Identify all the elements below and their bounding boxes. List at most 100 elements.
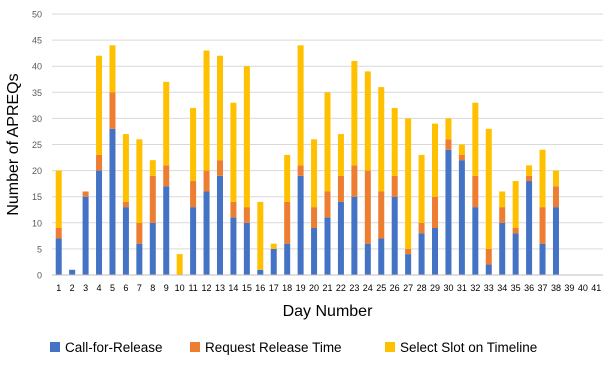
x-tick-label: 17 bbox=[269, 283, 279, 293]
x-tick-label: 25 bbox=[376, 283, 386, 293]
x-tick-label: 35 bbox=[511, 283, 521, 293]
bar-segment bbox=[512, 181, 519, 229]
bar-segment bbox=[337, 134, 344, 176]
bar-segment bbox=[69, 269, 76, 275]
x-tick-label: 12 bbox=[202, 283, 212, 293]
legend-label: Call-for-Release bbox=[65, 340, 163, 355]
bar-segment bbox=[122, 207, 129, 275]
bar-segment bbox=[55, 238, 62, 275]
bar-segment bbox=[297, 175, 304, 275]
bar-segment bbox=[136, 139, 143, 223]
bar-segment bbox=[109, 45, 116, 93]
bar-segment bbox=[499, 207, 506, 223]
x-tick-label: 39 bbox=[564, 283, 574, 293]
bar-segment bbox=[243, 207, 250, 223]
bar-segment bbox=[149, 222, 156, 275]
bar-segment bbox=[203, 191, 210, 275]
x-tick-label: 14 bbox=[228, 283, 238, 293]
bar-segment bbox=[351, 165, 358, 197]
bar-segment bbox=[96, 154, 103, 171]
bar-segment bbox=[96, 170, 103, 275]
x-axis-title: Day Number bbox=[283, 303, 373, 320]
bar-segment bbox=[270, 243, 277, 249]
bar-segment bbox=[364, 170, 371, 244]
y-tick-label: 0 bbox=[37, 271, 42, 281]
x-tick-label: 40 bbox=[578, 283, 588, 293]
bar-segment bbox=[364, 243, 371, 275]
bar-segment bbox=[82, 191, 89, 197]
x-tick-label: 10 bbox=[175, 283, 185, 293]
bar-segment bbox=[55, 228, 62, 239]
x-tick-label: 1 bbox=[56, 283, 61, 293]
x-tick-label: 36 bbox=[524, 283, 534, 293]
bar-segment bbox=[458, 160, 465, 275]
y-tick-labels: 0 5 10 15 20 25 30 35 40 45 50 bbox=[32, 10, 42, 281]
legend-swatch bbox=[50, 342, 60, 352]
x-tick-label: 30 bbox=[443, 283, 453, 293]
legend-label: Select Slot on Timeline bbox=[400, 340, 537, 355]
y-tick-label: 5 bbox=[37, 244, 42, 254]
bar-segment bbox=[203, 50, 210, 171]
bar-segment bbox=[391, 175, 398, 197]
bar-segment bbox=[539, 149, 546, 208]
bar-segment bbox=[418, 154, 425, 223]
bar-segment bbox=[324, 217, 331, 275]
legend-label: Request Release Time bbox=[205, 340, 342, 355]
y-tick-label: 40 bbox=[32, 62, 42, 72]
bar-segment bbox=[378, 191, 385, 239]
bar-segment bbox=[243, 222, 250, 275]
bar-segment bbox=[311, 228, 318, 275]
bar-segment bbox=[499, 191, 506, 208]
bar-segment bbox=[445, 149, 452, 275]
x-tick-label: 2 bbox=[70, 283, 75, 293]
bar-segment bbox=[190, 181, 197, 208]
bar-segment bbox=[472, 207, 479, 275]
bar-segment bbox=[337, 175, 344, 202]
bar-segment bbox=[485, 264, 492, 275]
bar-segment bbox=[311, 139, 318, 208]
bar-segment bbox=[190, 107, 197, 182]
x-tick-label: 28 bbox=[417, 283, 427, 293]
bar-segment bbox=[136, 222, 143, 244]
bar-segment bbox=[337, 201, 344, 275]
bar-segment bbox=[458, 154, 465, 161]
bar-segment bbox=[216, 55, 223, 161]
x-tick-label: 22 bbox=[336, 283, 346, 293]
bar-segment bbox=[324, 191, 331, 218]
x-tick-label: 26 bbox=[390, 283, 400, 293]
x-tick-label: 34 bbox=[497, 283, 507, 293]
y-tick-label: 30 bbox=[32, 114, 42, 124]
x-tick-label: 29 bbox=[430, 283, 440, 293]
bar-segment bbox=[136, 243, 143, 275]
y-tick-label: 45 bbox=[32, 36, 42, 46]
bar-segment bbox=[149, 160, 156, 176]
bar-segment bbox=[216, 160, 223, 176]
x-tick-label: 7 bbox=[137, 283, 142, 293]
y-tick-label: 25 bbox=[32, 140, 42, 150]
bar-segment bbox=[539, 243, 546, 275]
bar-segment bbox=[284, 201, 291, 244]
y-tick-label: 50 bbox=[32, 10, 42, 20]
bar-segment bbox=[472, 175, 479, 208]
bar-segment bbox=[176, 254, 183, 275]
x-tick-label: 15 bbox=[242, 283, 252, 293]
x-tick-label: 32 bbox=[470, 283, 480, 293]
bar-segment bbox=[391, 196, 398, 275]
bar-segment bbox=[243, 66, 250, 208]
bar-segment bbox=[122, 201, 129, 208]
x-tick-label: 9 bbox=[164, 283, 169, 293]
bar-segment bbox=[109, 92, 116, 129]
bar-segment bbox=[163, 186, 170, 275]
bar-segment bbox=[405, 118, 412, 249]
bar-segment bbox=[485, 248, 492, 265]
bar-segment bbox=[257, 201, 264, 270]
x-tick-label: 23 bbox=[349, 283, 359, 293]
bar-segment bbox=[485, 128, 492, 249]
x-tick-label: 16 bbox=[255, 283, 265, 293]
x-tick-label: 33 bbox=[484, 283, 494, 293]
y-tick-label: 20 bbox=[32, 166, 42, 176]
x-tick-label: 19 bbox=[296, 283, 306, 293]
bar-segment bbox=[284, 154, 291, 202]
